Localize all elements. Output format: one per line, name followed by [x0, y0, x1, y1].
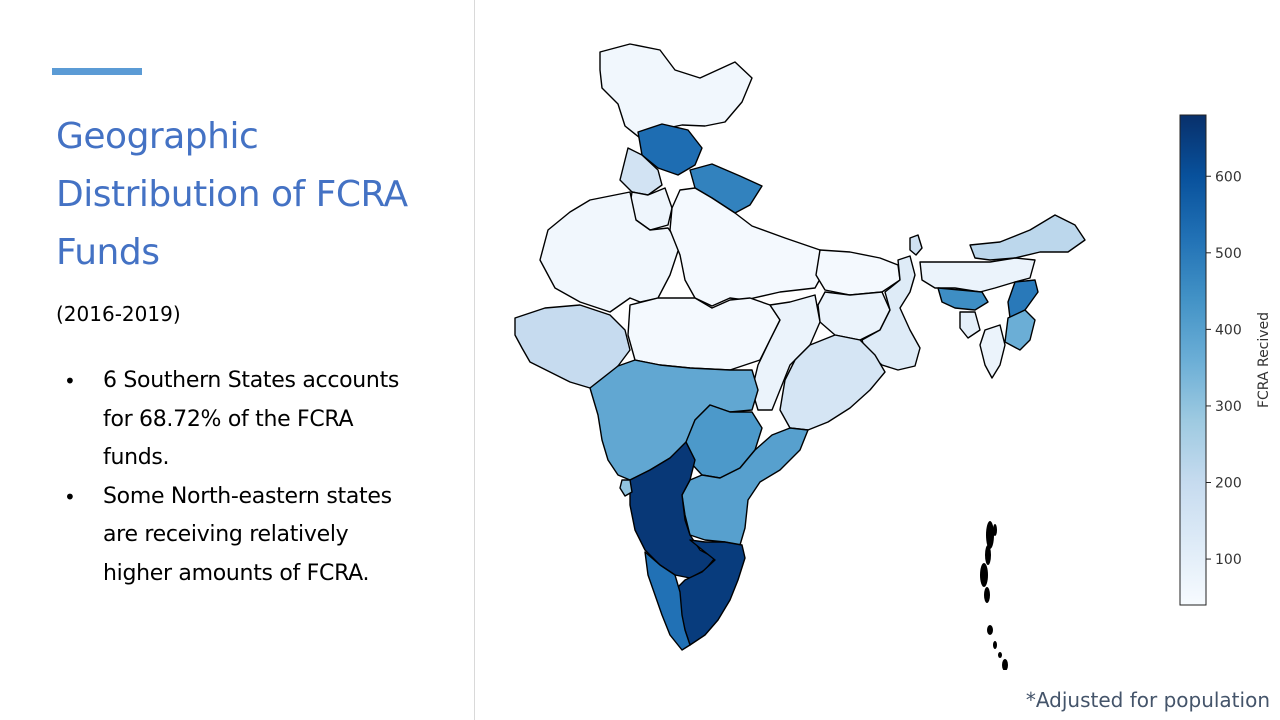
island-marker	[993, 524, 997, 536]
title-line: Geographic	[56, 116, 259, 157]
island-marker	[986, 521, 994, 549]
region-meghalaya	[937, 287, 989, 311]
region-west-bengal	[861, 255, 921, 371]
island-marker	[987, 625, 993, 635]
colorbar-tick-label: 300	[1215, 399, 1242, 415]
region-goa	[619, 479, 633, 497]
accent-bar	[52, 68, 142, 75]
region-bihar	[815, 249, 901, 296]
colorbar-gradient	[1179, 114, 1207, 606]
bullet-item: Some North-eastern states are receiving …	[60, 478, 410, 594]
colorbar-tick-label: 400	[1215, 322, 1242, 338]
colorbar-tick-label: 200	[1215, 476, 1242, 492]
island-marker	[993, 641, 997, 649]
island-marker	[980, 563, 988, 587]
island-marker	[984, 587, 990, 603]
region-mizoram	[979, 324, 1006, 379]
colorbar-axis-label: FCRA Recived	[1256, 312, 1272, 408]
island-marker	[998, 652, 1002, 658]
colorbar-tick-label: 600	[1215, 169, 1242, 185]
region-madhya-pradesh	[627, 297, 781, 371]
colorbar-tick-label: 100	[1215, 552, 1242, 568]
region-punjab	[619, 147, 663, 196]
text-panel: Geographic Distribution of FCRA Funds (2…	[0, 0, 474, 720]
bullet-item: 6 Southern States accounts for 68.72% of…	[60, 362, 410, 478]
region-jammu-kashmir	[599, 43, 753, 139]
region-arunachal-pradesh	[969, 214, 1086, 261]
colorbar-graphic: 100 200 300 400 500 600 FCRA Recived	[1179, 114, 1272, 606]
region-chhattisgarh	[751, 294, 821, 411]
colorbar-tick-label: 500	[1215, 246, 1242, 262]
footnote: *Adjusted for population	[1025, 688, 1270, 712]
region-odisha	[779, 334, 886, 431]
region-sikkim	[909, 234, 923, 256]
region-andhra-pradesh	[681, 427, 809, 546]
title-line: Funds	[56, 232, 160, 273]
bullet-list: 6 Southern States accounts for 68.72% of…	[60, 362, 410, 593]
region-uttar-pradesh	[669, 187, 826, 307]
panel-divider	[474, 0, 475, 720]
date-range-subtitle: (2016-2019)	[56, 302, 181, 326]
title-line: Distribution of FCRA	[56, 174, 408, 215]
region-kerala	[644, 551, 691, 651]
region-manipur	[1004, 309, 1036, 351]
india-map	[514, 43, 1086, 671]
choropleth-map	[490, 30, 1110, 671]
island-marker	[1002, 659, 1008, 671]
island-marker	[985, 545, 991, 565]
region-tripura	[959, 311, 981, 339]
region-karnataka	[629, 441, 716, 579]
colorbar: 100 200 300 400 500 600 FCRA Recived	[1170, 105, 1280, 615]
region-tamil-nadu	[674, 539, 746, 646]
slide-title: Geographic Distribution of FCRA Funds	[56, 108, 456, 282]
